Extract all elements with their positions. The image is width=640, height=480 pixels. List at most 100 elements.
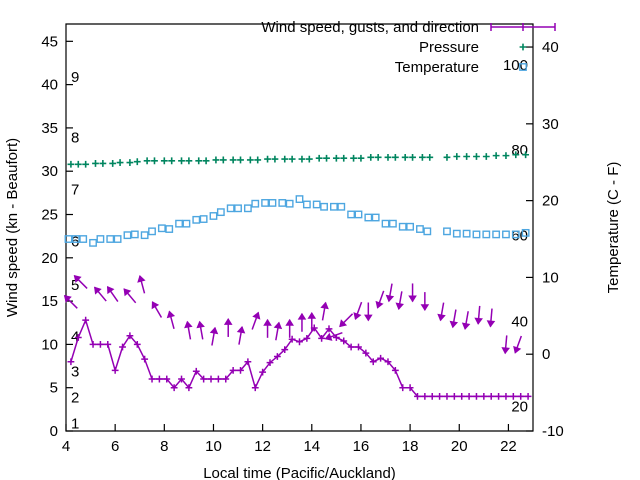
arrow-head: [437, 313, 446, 322]
wind-speed-point: [399, 384, 407, 392]
pressure-point: [254, 156, 262, 164]
arrow-head: [184, 320, 193, 329]
temperature-point: [511, 230, 520, 239]
temperature-point: [295, 195, 304, 203]
pressure-point: [473, 153, 480, 160]
temperature-point: [268, 199, 277, 207]
y-axis-title-left: Wind speed (kn - Beaufort): [4, 138, 21, 317]
pressure-point: [151, 157, 158, 165]
temperature-point: [106, 235, 115, 243]
pressure-point: [246, 156, 254, 164]
wind-arrow: [501, 335, 510, 355]
left-tick-label: 15: [41, 293, 58, 310]
arrow-head: [513, 345, 522, 354]
wind-speed-point: [391, 366, 399, 374]
wind-speed-point: [185, 384, 193, 392]
temperature-point: [406, 222, 415, 231]
pressure-point: [367, 153, 375, 161]
bottom-tick-label: 22: [500, 438, 517, 455]
wind-arrow: [184, 320, 193, 340]
fahrenheit-label: 100: [503, 57, 528, 74]
pressure-point: [305, 155, 313, 163]
temperature-point: [199, 215, 208, 223]
legend-marker-pressure: [519, 43, 527, 51]
pressure-point: [219, 156, 227, 164]
wind-speed-point: [502, 392, 510, 400]
pressure-point: [288, 155, 296, 163]
wind-arrow: [137, 275, 146, 294]
temperature-point: [234, 204, 242, 213]
wind-arrow: [223, 318, 233, 337]
pressure-point: [374, 153, 382, 161]
wind-speed-point: [524, 392, 532, 400]
temperature-point: [452, 229, 461, 238]
pressure-point: [133, 158, 141, 166]
wind-arrow: [251, 311, 261, 330]
wind-speed-point: [178, 375, 185, 383]
arrow-head: [461, 322, 471, 330]
wind-speed-point: [473, 392, 480, 400]
pressure-point: [212, 156, 220, 164]
wind-arrow: [209, 326, 219, 346]
arrow-head: [420, 304, 430, 312]
beaufort-label: 2: [71, 389, 79, 406]
wind-arrow: [307, 311, 317, 331]
y-axis-title-right: Temperature (C - F): [605, 162, 622, 294]
series-temperature: [64, 195, 530, 247]
temperature-point: [285, 199, 294, 208]
bottom-tick-label: 4: [62, 438, 70, 455]
pressure-point: [116, 159, 124, 166]
wind-speed-point: [303, 334, 311, 342]
temperature-point: [71, 235, 80, 243]
pressure-point: [426, 153, 434, 161]
pressure-point: [298, 155, 306, 163]
wind-speed-point: [384, 358, 392, 366]
arrow-head: [223, 318, 233, 325]
pressure-point: [453, 153, 461, 160]
chart-legend: Wind speed, gusts, and direction Pressure…: [261, 19, 556, 76]
temperature-point: [364, 213, 373, 222]
pressure-point: [160, 157, 168, 165]
temperature-point: [320, 202, 328, 211]
beaufort-label: 9: [71, 69, 79, 86]
series-pressure: [67, 151, 530, 168]
temperature-point: [165, 225, 174, 233]
x-axis-title: Local time (Pacific/Auckland): [203, 465, 396, 480]
arrow-head: [297, 312, 307, 320]
wind-arrow: [513, 335, 523, 354]
wind-speed-point: [377, 354, 385, 362]
arrow-head: [353, 312, 362, 320]
pressure-point: [99, 160, 107, 167]
arrow-head: [94, 286, 102, 295]
arrow-head: [364, 314, 373, 322]
beaufort-label: 3: [71, 363, 79, 380]
arrow-head: [449, 320, 459, 329]
arrow-head: [486, 320, 496, 328]
wind-speed-point: [133, 341, 141, 348]
pressure-point: [463, 153, 471, 160]
wind-arrow: [339, 313, 354, 328]
wind-arrow: [395, 291, 404, 311]
wind-speed-point: [517, 392, 525, 400]
temperature-point: [354, 210, 363, 219]
wind-speed-point: [259, 368, 267, 376]
legend-marker-temperature: [519, 63, 527, 71]
wind-arrow: [437, 302, 446, 322]
right-tick-label: 20: [542, 193, 559, 210]
legend-label: Pressure: [419, 39, 479, 56]
wind-direction-arrows: [63, 275, 523, 355]
temperature-point: [226, 204, 235, 213]
wind-speed-point: [222, 375, 230, 383]
wind-speed-point: [369, 358, 377, 366]
left-axis-ticks: 0 5 10 15 20 25 30 35 40 45: [41, 33, 73, 440]
bottom-axis-ticks: 4 6 8 10 12 14 16 18 20 22: [62, 424, 517, 455]
temperature-point: [157, 224, 166, 233]
left-tick-label: 30: [41, 163, 58, 180]
arrow-head: [123, 288, 132, 297]
bottom-tick-label: 18: [402, 438, 419, 455]
wind-arrow: [151, 301, 163, 318]
pressure-point: [512, 151, 520, 159]
left-tick-label: 5: [50, 380, 58, 397]
wind-speed-point: [89, 341, 97, 348]
pressure-point: [271, 155, 279, 163]
